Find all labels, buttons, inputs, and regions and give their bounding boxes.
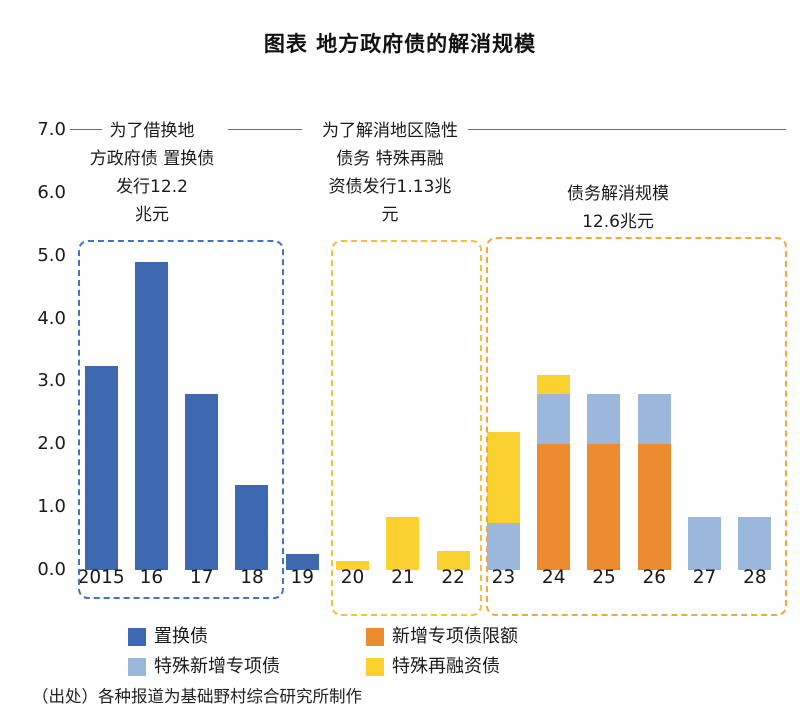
- bar-25: [579, 130, 629, 570]
- bar-segment: [84, 365, 118, 570]
- bar-23: [478, 130, 528, 570]
- legend-swatch-new-special-bond-quota: [366, 628, 384, 646]
- legend-label: 特殊新增专项债: [154, 656, 280, 677]
- bar-16: [126, 130, 176, 570]
- bar-segment: [386, 516, 420, 570]
- bar-segment: [285, 554, 319, 570]
- x-tick-label: 21: [391, 567, 415, 588]
- bar-segment: [486, 522, 520, 570]
- y-tick-label: 1.0: [37, 496, 66, 518]
- bar-21: [378, 130, 428, 570]
- y-tick-label: 0.0: [37, 559, 66, 580]
- y-tick-label: 4.0: [37, 307, 66, 329]
- bar-segment: [436, 551, 470, 570]
- bar-segment: [537, 375, 571, 395]
- annotation-swap-bond-issuance: 为了借换地 方政府债 置换债 发行12.2 兆元: [89, 121, 215, 225]
- bar-segment: [688, 516, 722, 570]
- group-box-swap-bonds: [78, 240, 284, 599]
- annotation-leader-line: [228, 129, 302, 130]
- x-tick-label: 25: [592, 567, 616, 588]
- bar-18: [227, 130, 277, 570]
- legend-label: 新增专项债限额: [392, 626, 518, 647]
- bar-27: [679, 130, 729, 570]
- legend-label: 置换债: [154, 626, 208, 647]
- bar-19: [277, 130, 327, 570]
- bar-22: [428, 130, 478, 570]
- bar-17: [177, 130, 227, 570]
- x-tick-label: 26: [642, 567, 667, 588]
- legend-item-special-refinancing-bonds: 特殊再融资债: [366, 656, 500, 678]
- y-tick-label: 2.0: [37, 433, 66, 455]
- y-tick-label: 6.0: [37, 181, 66, 203]
- bar-segment: [637, 394, 671, 445]
- bar-segment: [486, 431, 520, 523]
- chart-title: 图表 地方政府债的解消规模: [263, 32, 537, 56]
- x-tick-label: 2015: [77, 567, 125, 588]
- bar-segment: [185, 394, 219, 570]
- legend-item-new-special-bond-quota: 新增专项债限额: [366, 626, 518, 648]
- bar-28: [730, 130, 780, 570]
- x-tick-label: 24: [541, 567, 566, 588]
- x-tick-label: 23: [491, 567, 516, 588]
- bar-segment: [587, 444, 621, 570]
- x-tick-label: 22: [441, 567, 465, 588]
- bar-segment: [537, 394, 571, 445]
- legend-swatch-special-refinancing-bonds: [366, 658, 384, 676]
- x-axis: 2015 16 17 18 19 20 21 22 23 24 25 26 27 28: [76, 566, 780, 592]
- group-box-special-refinancing: [331, 240, 482, 616]
- legend-item-swap-bonds: 置换债: [128, 626, 208, 648]
- legend-swatch-swap-bonds: [128, 628, 146, 646]
- bar-26: [629, 130, 679, 570]
- y-tick-label: 5.0: [37, 244, 66, 266]
- x-tick-label: 18: [240, 567, 264, 588]
- bar-24: [529, 130, 579, 570]
- bar-segment: [235, 485, 269, 570]
- x-tick-label: 27: [692, 567, 717, 588]
- bar-segment: [587, 394, 621, 445]
- bar-segment: [537, 444, 571, 570]
- x-tick-label: 20: [340, 567, 365, 588]
- bar-segment: [637, 444, 671, 570]
- plot-area: [76, 130, 780, 570]
- legend-label: 特殊再融资债: [392, 656, 500, 677]
- x-tick-label: 16: [139, 567, 164, 588]
- x-tick-label: 17: [189, 567, 214, 588]
- group-box-debt-resolution: [486, 237, 787, 616]
- y-tick-label: 7.0: [37, 119, 66, 140]
- y-axis: 0.0 1.0 2.0 3.0 4.0 5.0 6.0 7.0: [14, 119, 66, 580]
- annotation-leader-line: [70, 129, 102, 130]
- bar-segment: [738, 516, 772, 570]
- bar-2015: [76, 130, 126, 570]
- annotation-leader-line: [468, 129, 786, 130]
- annotation-special-refinancing: 为了解消地区隐性 债务 特殊再融 资债发行1.13兆 元: [322, 121, 458, 225]
- legend-swatch-special-new-special-bonds: [128, 658, 146, 676]
- bar-segment: [336, 560, 370, 570]
- source-note: （出处）各种报道为基础野村综合研究所制作: [32, 687, 362, 706]
- y-tick-label: 3.0: [37, 370, 66, 392]
- x-tick-label: 19: [290, 567, 315, 588]
- bar-20: [327, 130, 377, 570]
- bar-segment: [134, 262, 168, 570]
- annotation-debt-resolution-scale: 债务解消规模 12.6兆元: [567, 184, 669, 232]
- legend-item-special-new-special-bonds: 特殊新增专项债: [128, 656, 280, 678]
- x-tick-label: 28: [743, 567, 767, 588]
